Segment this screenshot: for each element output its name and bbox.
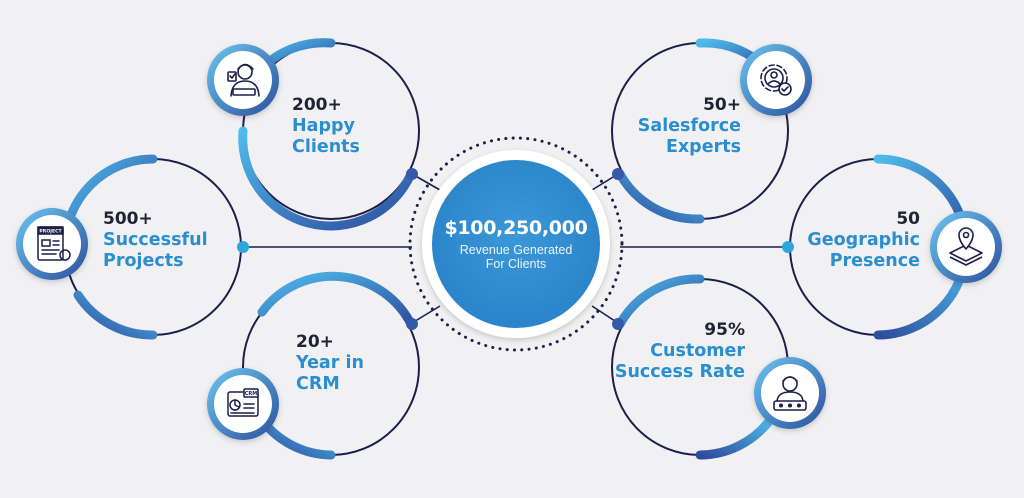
stat-salesforce-experts: 50+ Salesforce Experts [610,95,741,158]
stat-number: 95% [704,320,745,340]
stat-successful-projects: 500+ Successful Projects [103,209,208,272]
map-location-icon [930,211,1002,283]
stat-label-line2: Projects [103,251,184,272]
stat-number: 200+ [292,95,342,115]
stat-number: 50 [896,209,920,229]
crm-icon-text: CRM [245,391,258,397]
center-revenue-circle [408,136,624,352]
stat-label-line1: Year in [296,352,364,373]
stat-customer-success-rate: 95% Customer Success Rate [600,320,745,383]
stat-year-in-crm: 20+ Year in CRM [296,332,364,395]
customer-rating-icon [754,357,826,429]
stat-circle-year-in-crm [242,271,420,460]
stat-label-line2: Presence [829,251,920,272]
stat-happy-clients: 200+ Happy Clients [292,95,360,158]
stat-number: 50+ [703,95,741,115]
center-revenue-text: $100,250,000 Revenue Generated For Clien… [428,178,604,310]
stat-label-line1: Happy [292,115,355,136]
revenue-caption-line2: For Clients [485,257,547,271]
revenue-caption-line1: Revenue Generated [459,242,573,257]
stat-label-line2: Success Rate [614,362,745,383]
project-document-icon: PROJECT [16,208,88,280]
stat-label-line2: Experts [665,137,741,158]
stat-geographic-presence: 50 Geographic Presence [790,209,920,272]
stat-label-line1: Successful [103,229,208,250]
crm-dashboard-icon: CRM [207,368,279,440]
expert-gear-icon [740,44,812,116]
stat-label-line2: CRM [296,374,340,395]
happy-client-icon [207,44,279,116]
project-icon-text: PROJECT [39,229,62,235]
stat-label-line1: Salesforce [637,115,741,136]
stat-label-line2: Clients [292,137,360,158]
revenue-value: $100,250,000 [444,216,588,239]
stat-number: 20+ [296,332,334,352]
stat-number: 500+ [103,209,153,229]
stat-label-line1: Geographic [807,229,920,250]
stat-label-line1: Customer [650,340,745,361]
